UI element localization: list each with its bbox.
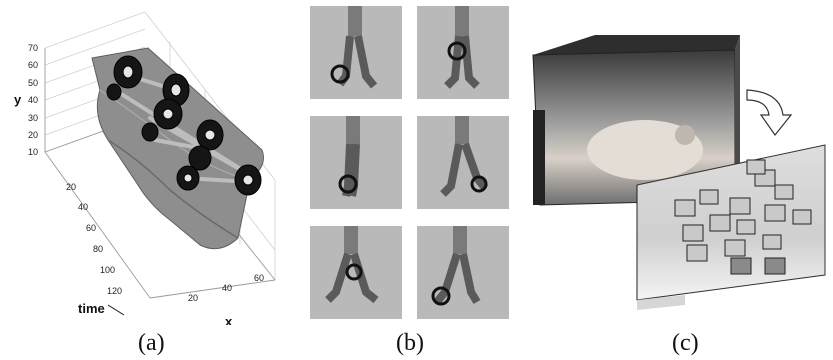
time-tick: 40 xyxy=(78,202,88,212)
y-tick: 20 xyxy=(28,130,38,140)
time-tick: 20 xyxy=(66,182,76,192)
y-tick: 70 xyxy=(28,43,38,53)
panel-c-illustration xyxy=(532,35,826,310)
caption-a: (a) xyxy=(138,330,165,356)
panel-c xyxy=(525,30,830,330)
x-tick: 40 xyxy=(222,283,232,293)
panel-a-plot: 70 60 50 40 30 20 10 y 20 40 60 80 100 1… xyxy=(14,11,276,329)
panel-a: 70 60 50 40 30 20 10 y 20 40 60 80 100 1… xyxy=(0,0,290,329)
video-frame xyxy=(417,6,509,99)
y-tick: 50 xyxy=(28,78,38,88)
curved-arrow-icon xyxy=(746,89,793,137)
video-frame xyxy=(310,116,402,209)
caption-c: (c) xyxy=(672,330,699,356)
video-volume xyxy=(532,35,740,206)
x-axis-label: x xyxy=(225,314,233,325)
panel-b xyxy=(310,6,515,324)
time-axis-arrow xyxy=(107,304,125,316)
cuboid-markers xyxy=(674,159,812,275)
x-tick: 60 xyxy=(254,273,264,283)
video-frame xyxy=(310,6,402,99)
y-tick: 10 xyxy=(28,147,38,157)
time-tick: 120 xyxy=(107,286,122,296)
y-tick: 40 xyxy=(28,95,38,105)
x-tick: 20 xyxy=(188,293,198,303)
time-tick: 100 xyxy=(100,265,115,275)
video-frame xyxy=(417,116,509,209)
y-tick: 30 xyxy=(28,113,38,123)
caption-b: (b) xyxy=(396,330,424,356)
time-tick: 80 xyxy=(93,244,103,254)
time-ticks: 20 40 60 80 100 120 xyxy=(66,182,122,296)
video-frame xyxy=(310,226,402,319)
y-ticks: 70 60 50 40 30 20 10 xyxy=(28,43,38,157)
time-axis-label: time xyxy=(78,301,105,316)
y-tick: 60 xyxy=(28,60,38,70)
y-axis-label: y xyxy=(14,92,22,107)
video-frame xyxy=(417,226,509,319)
time-tick: 60 xyxy=(86,223,96,233)
x-ticks: 20 40 60 xyxy=(188,273,264,303)
ring-markers xyxy=(106,55,262,196)
trajectory-surface xyxy=(91,47,264,250)
